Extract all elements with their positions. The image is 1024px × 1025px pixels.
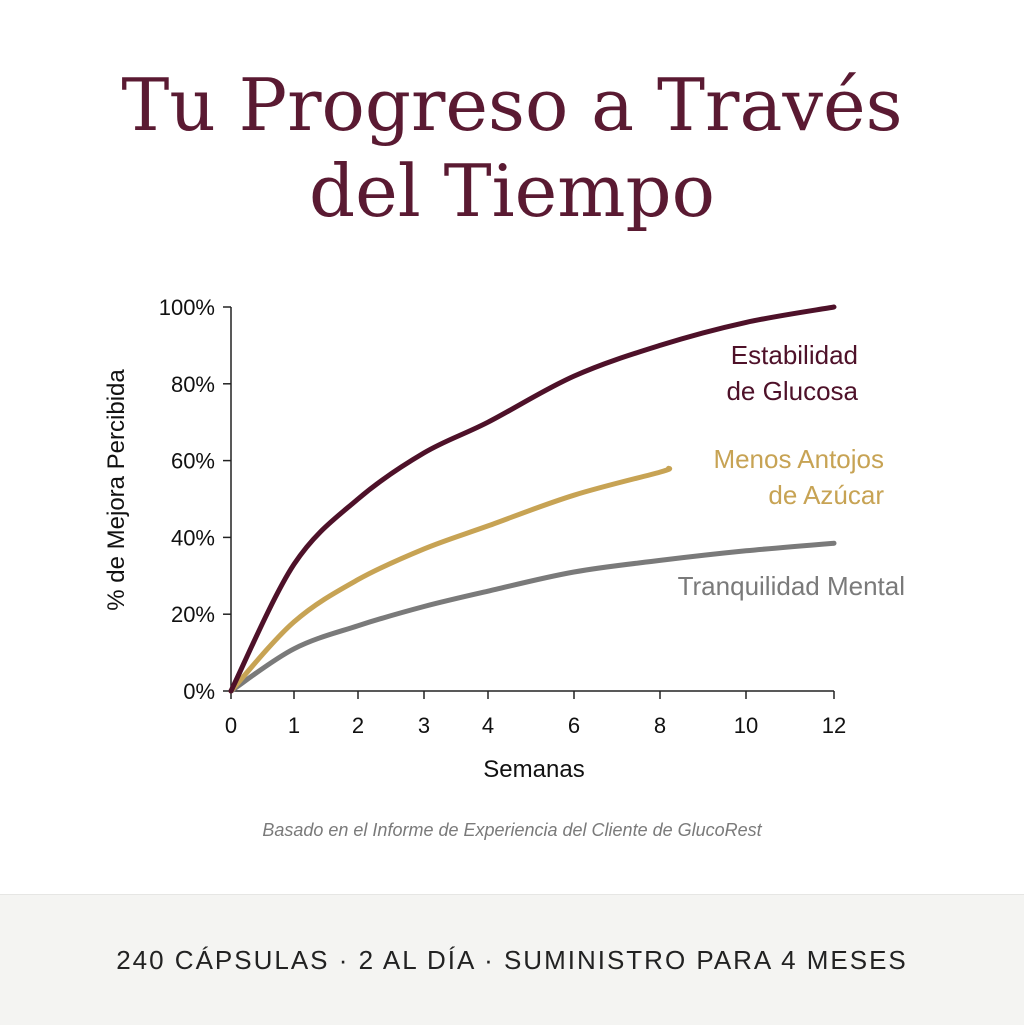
footer-text: 240 CÁPSULAS · 2 AL DÍA · SUMINISTRO PAR…: [116, 945, 908, 975]
series-glucose-stability-label-line: Estabilidad: [731, 340, 858, 370]
series-less-sugar-cravings-line: [228, 465, 673, 694]
x-tick-label: 6: [568, 713, 580, 738]
x-tick-label: 0: [225, 713, 237, 738]
y-axis-title: % de Mejora Percibida: [103, 369, 130, 611]
footer-bar: 240 CÁPSULAS · 2 AL DÍA · SUMINISTRO PAR…: [0, 894, 1024, 1025]
x-tick-label: 1: [288, 713, 300, 738]
y-tick-label: 60%: [171, 449, 215, 474]
x-tick-label: 12: [822, 713, 846, 738]
x-tick-label: 2: [352, 713, 364, 738]
x-axis-title: Semanas: [483, 756, 584, 783]
x-tick-label: 3: [418, 713, 430, 738]
x-tick-label: 10: [734, 713, 758, 738]
y-tick-label: 20%: [171, 602, 215, 627]
series-glucose-stability-label-line: de Glucosa: [726, 376, 858, 406]
y-tick-label: 40%: [171, 525, 215, 550]
series-glucose-stability-line: [228, 304, 837, 694]
page-title: Tu Progreso a Través del Tiempo: [0, 62, 1024, 234]
series-mental-calm-line: [228, 540, 837, 694]
title-line-1: Tu Progreso a Través: [121, 63, 903, 147]
series-glucose-stability-label: Estabilidad de Glucosa: [726, 340, 858, 406]
x-tick-label: 8: [654, 713, 666, 738]
source-note: Basado en el Informe de Experiencia del …: [262, 820, 762, 840]
series-less-sugar-cravings-label-line: de Azúcar: [768, 480, 884, 510]
series-mental-calm-label-line: Tranquilidad Mental: [678, 571, 905, 601]
series-less-sugar-cravings-label: Menos Antojos de Azúcar: [713, 444, 884, 510]
series-less-sugar-cravings-label-line: Menos Antojos: [713, 444, 884, 474]
series-mental-calm-label: Tranquilidad Mental: [678, 571, 905, 601]
y-tick-label: 0%: [183, 679, 215, 704]
title-line-2: del Tiempo: [309, 149, 715, 233]
y-tick-label: 100%: [159, 295, 215, 320]
y-tick-label: 80%: [171, 372, 215, 397]
x-tick-label: 4: [482, 713, 494, 738]
